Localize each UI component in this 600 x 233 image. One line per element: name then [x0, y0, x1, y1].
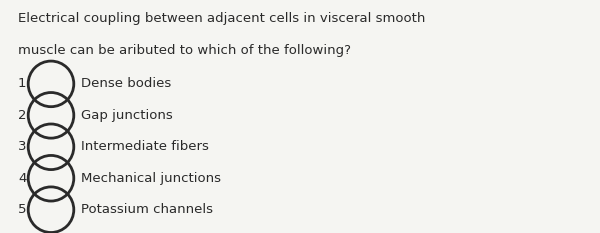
Text: Gap junctions: Gap junctions [81, 109, 173, 122]
Text: Dense bodies: Dense bodies [81, 77, 171, 90]
Text: 3: 3 [18, 140, 26, 153]
Text: 5: 5 [18, 203, 26, 216]
Text: Mechanical junctions: Mechanical junctions [81, 172, 221, 185]
Text: Intermediate fibers: Intermediate fibers [81, 140, 209, 153]
Text: muscle can be aributed to which of the following?: muscle can be aributed to which of the f… [18, 44, 351, 57]
Text: 1: 1 [18, 77, 26, 90]
Text: 4: 4 [18, 172, 26, 185]
Text: 2: 2 [18, 109, 26, 122]
Text: Electrical coupling between adjacent cells in visceral smooth: Electrical coupling between adjacent cel… [18, 12, 425, 25]
Text: Potassium channels: Potassium channels [81, 203, 213, 216]
